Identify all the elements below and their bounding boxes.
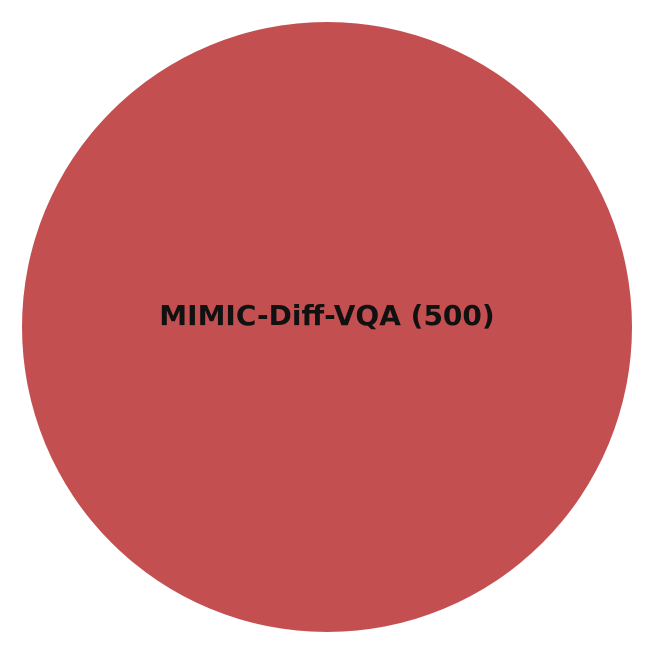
labels-layer: MIMIC-Diff-VQA (500) [159, 299, 494, 332]
slices-layer [22, 22, 632, 632]
pie-slice-0 [22, 22, 632, 632]
pie-slice-label-0: MIMIC-Diff-VQA (500) [159, 299, 494, 332]
